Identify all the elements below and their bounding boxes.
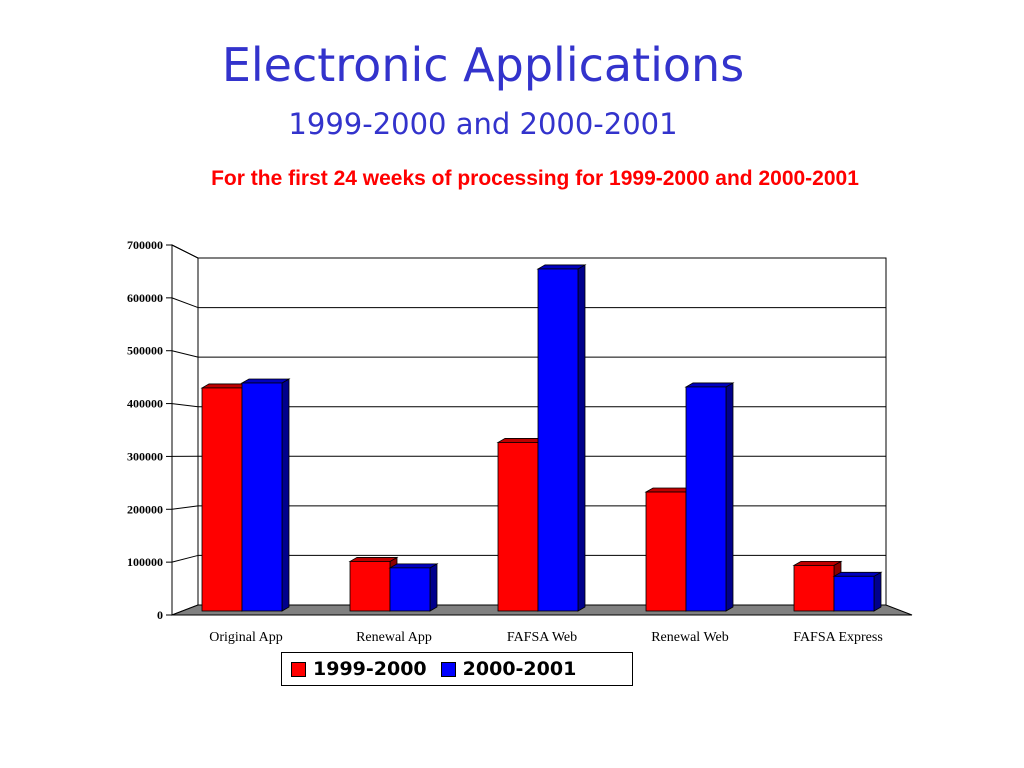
chart-side-wall	[171, 244, 199, 616]
chart-note: For the first 24 weeks of processing for…	[211, 167, 859, 190]
y-tick-label: 600000	[127, 291, 163, 305]
legend-swatch-series-1	[291, 661, 306, 677]
slide-title: Electronic Applications	[221, 38, 745, 92]
y-tick-label: 500000	[127, 344, 163, 358]
legend-item-series-2: 2000-2001	[440, 658, 577, 680]
bar-renewal-app-series-1	[349, 561, 391, 612]
y-tick-label: 700000	[127, 238, 163, 252]
bar-fafsa-express-series-1	[793, 564, 835, 612]
bar-fafsa-express-series-2-top	[832, 571, 883, 577]
x-tick-label: Renewal Web	[651, 630, 729, 645]
y-tick-label: 0	[157, 608, 163, 622]
bar-original-app-series-2-side	[281, 378, 290, 612]
legend-label-series-1: 1999-2000	[313, 658, 427, 680]
y-tick-label: 300000	[127, 449, 163, 463]
x-tick-label: Original App	[209, 630, 283, 645]
gridline-side	[171, 350, 199, 358]
bar-fafsa-express-series-1-top	[792, 560, 843, 566]
bar-renewal-web-series-2-side	[725, 382, 734, 612]
y-tick-label: 200000	[127, 502, 163, 516]
gridline-side	[171, 244, 199, 259]
bar-renewal-web-series-1	[645, 491, 687, 612]
bar-renewal-app-series-1-top	[348, 557, 399, 562]
gridline-side	[171, 403, 199, 408]
gridline-side	[171, 297, 199, 309]
bar-fafsa-express-series-2	[833, 575, 875, 612]
legend-swatch-series-2	[440, 661, 456, 677]
y-tick-label: 100000	[127, 555, 163, 569]
bar-fafsa-web-series-2-side	[577, 264, 586, 612]
bar-original-app-series-2	[241, 382, 283, 612]
legend-item-series-1: 1999-2000	[291, 658, 427, 680]
bar-fafsa-web-series-1	[497, 442, 539, 612]
x-tick-label: FAFSA Web	[507, 630, 577, 645]
slide-subtitle: 1999-2000 and 2000-2001	[288, 107, 678, 141]
chart-legend: 1999-2000 2000-2001	[281, 652, 633, 686]
legend-label-series-2: 2000-2001	[462, 658, 577, 680]
bar-fafsa-express-series-2-side	[873, 571, 882, 612]
bar-renewal-web-series-2	[685, 386, 727, 612]
y-tick-label: 400000	[127, 397, 163, 411]
bar-fafsa-web-series-2-top	[536, 264, 587, 270]
gridline-side	[171, 554, 199, 563]
x-tick-label: FAFSA Express	[793, 630, 883, 645]
bar-fafsa-web-series-2	[537, 268, 579, 612]
bar-renewal-app-series-2-side	[429, 563, 438, 612]
gridline-side	[171, 505, 199, 510]
bar-original-app-series-1	[201, 387, 243, 612]
x-tick-label: Renewal App	[356, 630, 432, 645]
bar-renewal-web-series-2-top	[684, 382, 735, 388]
bar-original-app-series-2-top	[240, 378, 291, 384]
bar-renewal-app-series-2-top	[388, 563, 439, 569]
bar-renewal-app-series-2	[389, 567, 431, 612]
